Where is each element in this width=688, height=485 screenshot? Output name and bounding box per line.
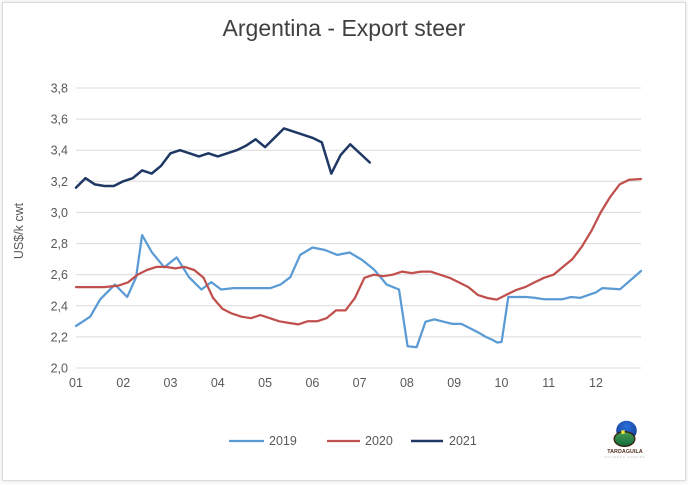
svg-text:US$/k cwt: US$/k cwt [12, 202, 26, 259]
svg-text:05: 05 [258, 376, 272, 390]
svg-text:2020: 2020 [365, 434, 393, 448]
svg-text:SOCIEDAD ANONIMA: SOCIEDAD ANONIMA [604, 455, 646, 459]
svg-text:3,0: 3,0 [51, 206, 68, 220]
svg-text:01: 01 [69, 376, 83, 390]
svg-text:11: 11 [542, 376, 555, 390]
svg-text:2019: 2019 [269, 434, 297, 448]
svg-text:12: 12 [589, 376, 603, 390]
svg-text:3,6: 3,6 [51, 113, 68, 127]
svg-text:3,2: 3,2 [51, 175, 68, 189]
svg-text:03: 03 [164, 376, 178, 390]
svg-text:07: 07 [353, 376, 367, 390]
svg-text:2,4: 2,4 [51, 299, 68, 313]
svg-text:2,8: 2,8 [51, 237, 68, 251]
svg-text:2021: 2021 [449, 434, 477, 448]
svg-text:09: 09 [447, 376, 461, 390]
svg-text:2,2: 2,2 [51, 330, 68, 344]
svg-text:10: 10 [495, 376, 509, 390]
svg-text:2,0: 2,0 [51, 362, 68, 376]
svg-text:3,8: 3,8 [51, 82, 68, 96]
svg-text:06: 06 [305, 376, 319, 390]
svg-text:3,4: 3,4 [51, 144, 68, 158]
svg-text:08: 08 [400, 376, 414, 390]
svg-text:04: 04 [211, 376, 225, 390]
svg-text:02: 02 [116, 376, 130, 390]
svg-text:2,6: 2,6 [51, 268, 68, 282]
